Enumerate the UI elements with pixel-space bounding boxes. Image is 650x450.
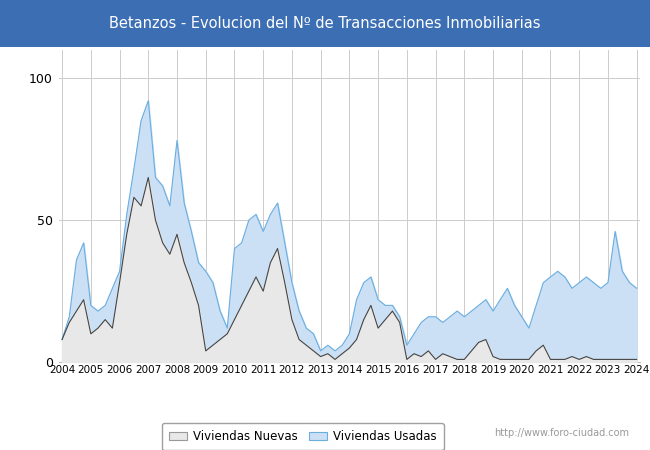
Text: Betanzos - Evolucion del Nº de Transacciones Inmobiliarias: Betanzos - Evolucion del Nº de Transacci… — [109, 16, 541, 31]
Text: http://www.foro-ciudad.com: http://www.foro-ciudad.com — [494, 428, 629, 438]
Legend: Viviendas Nuevas, Viviendas Usadas: Viviendas Nuevas, Viviendas Usadas — [162, 423, 443, 450]
